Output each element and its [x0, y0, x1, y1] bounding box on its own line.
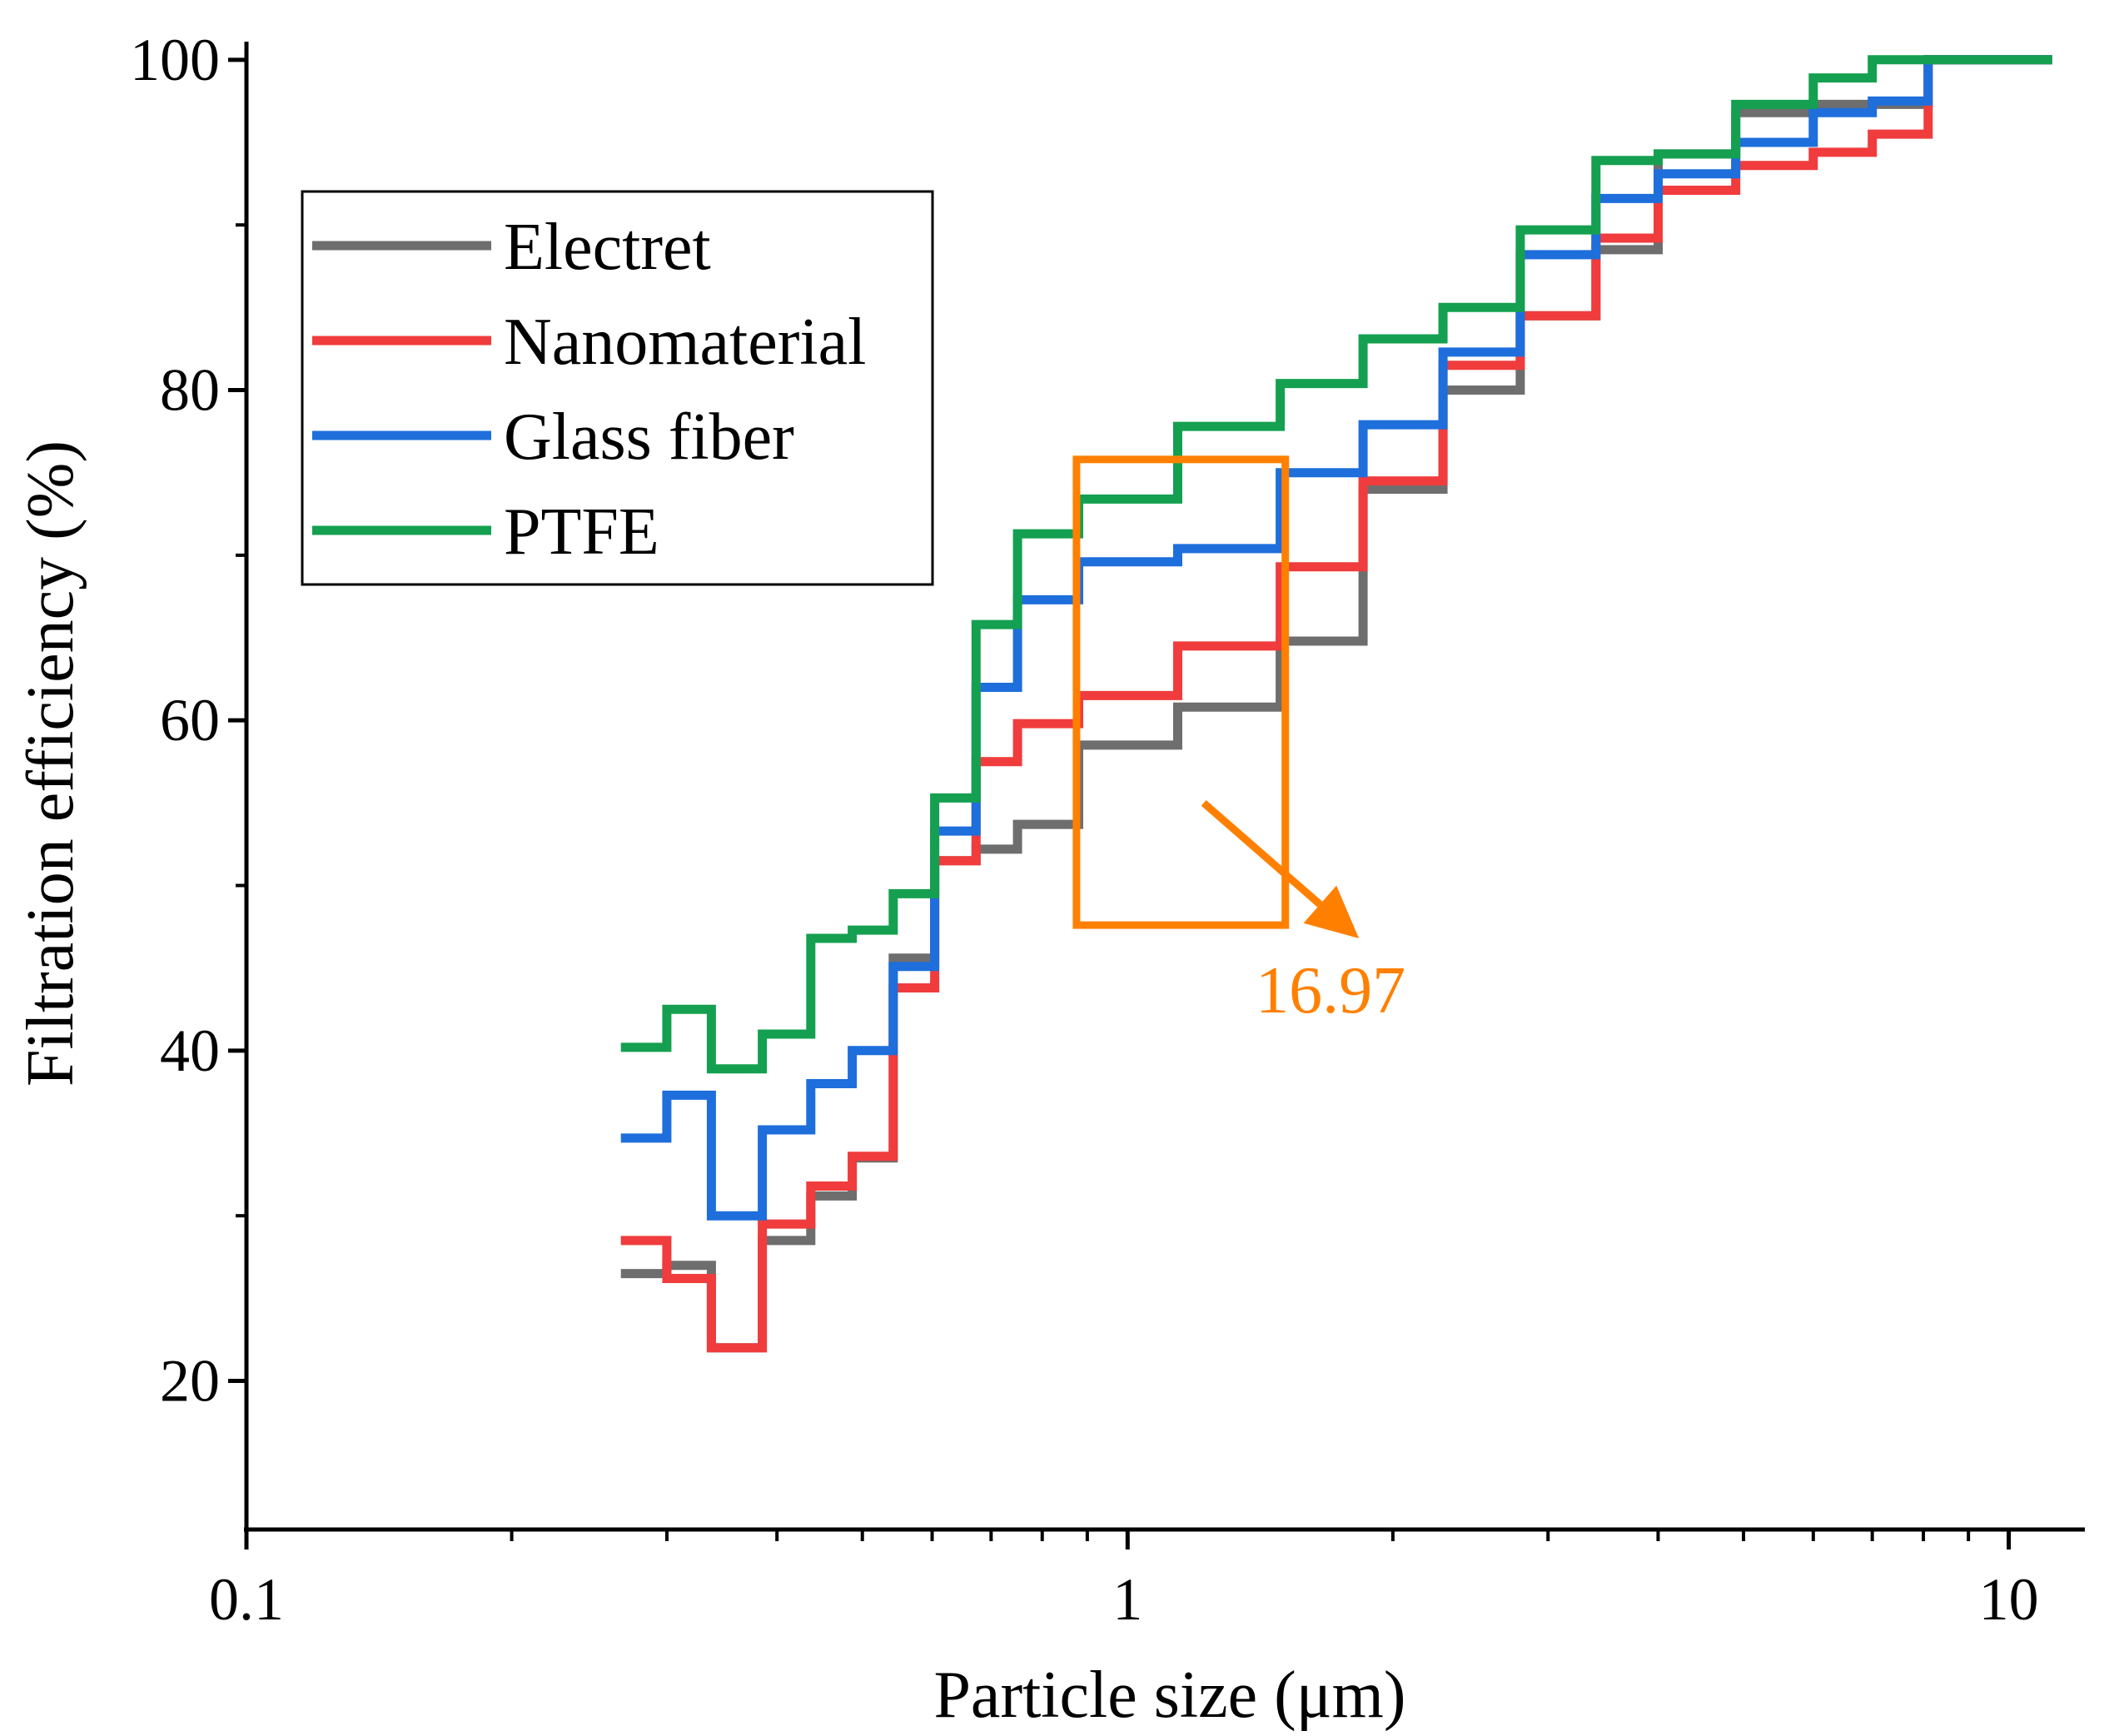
y-tick-label: 80 — [160, 357, 220, 424]
x-axis-title: Particle size (μm) — [933, 1659, 1405, 1732]
legend-label-electret: Electret — [504, 211, 711, 284]
series-lines — [620, 55, 2052, 1353]
annotation-arrow-shaft — [1201, 799, 1323, 908]
legend-label-glass-fiber: Glass fiber — [504, 400, 794, 474]
y-axis-title: Filtration efficiency (%) — [14, 440, 87, 1087]
annotation-arrow-head — [1303, 885, 1360, 938]
y-tick-label: 20 — [160, 1348, 220, 1415]
series-line-ptfe — [620, 55, 2052, 1074]
legend-label-ptfe: PTFE — [504, 495, 659, 569]
legend: Electret Nanomaterial Glass fiber PTFE — [301, 190, 934, 586]
x-tick-label: 10 — [1979, 1566, 2039, 1633]
y-tick-label: 100 — [130, 27, 220, 93]
x-tick-label: 0.1 — [209, 1566, 284, 1633]
x-tick-label: 1 — [1112, 1566, 1142, 1633]
annotation-group — [1072, 455, 1360, 938]
axes: 20 40 60 80 100 0.1 1 10 — [130, 27, 2085, 1633]
annotation-label: 16.97 — [1256, 954, 1405, 1027]
y-tick-label: 40 — [160, 1017, 220, 1084]
legend-frame — [301, 190, 934, 586]
legend-label-nanomaterial: Nanomaterial — [504, 306, 866, 379]
highlight-box — [1072, 455, 1290, 929]
y-tick-label: 60 — [160, 687, 220, 754]
